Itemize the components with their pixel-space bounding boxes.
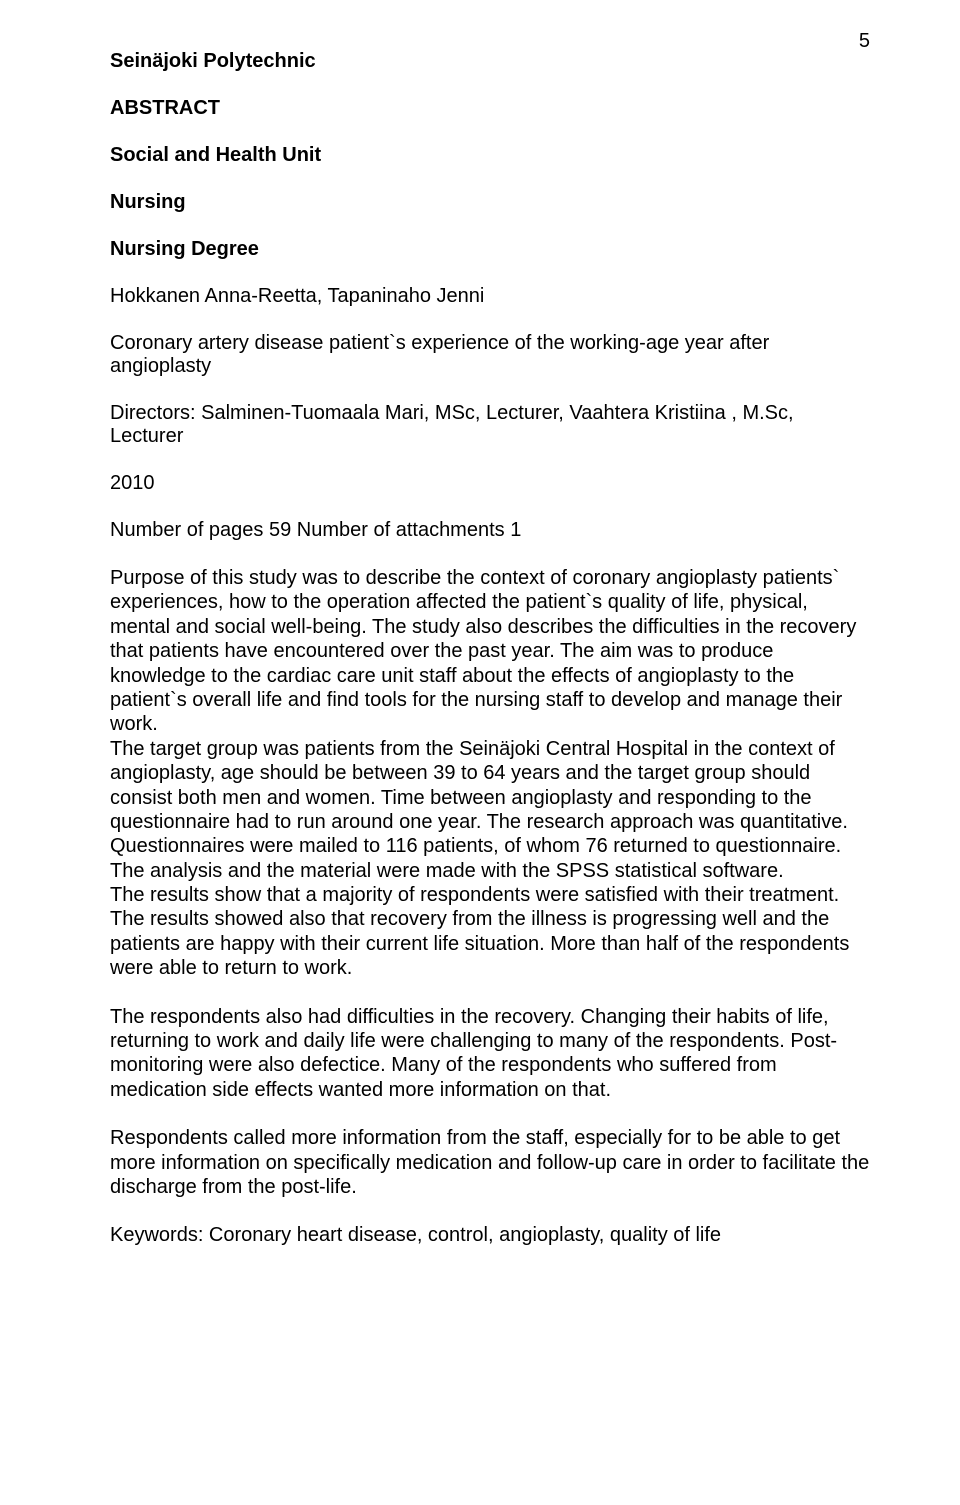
institution-name: Seinäjoki Polytechnic <box>110 50 870 73</box>
unit-name: Social and Health Unit <box>110 144 870 167</box>
year-line: 2010 <box>110 472 870 495</box>
directors-line: Directors: Salminen-Tuomaala Mari, MSc, … <box>110 402 870 448</box>
body-paragraph-1: Purpose of this study was to describe th… <box>110 566 870 737</box>
authors-line: Hokkanen Anna-Reetta, Tapaninaho Jenni <box>110 285 870 308</box>
body-paragraph-2: The target group was patients from the S… <box>110 737 870 883</box>
document-page: 5 Seinäjoki Polytechnic ABSTRACT Social … <box>0 0 960 1505</box>
body-group-1: Purpose of this study was to describe th… <box>110 566 870 981</box>
pages-info-line: Number of pages 59 Number of attachments… <box>110 519 870 542</box>
body-paragraph-5: Respondents called more information from… <box>110 1126 870 1199</box>
body-paragraph-3: The results show that a majority of resp… <box>110 883 870 981</box>
keywords-line: Keywords: Coronary heart disease, contro… <box>110 1223 870 1247</box>
degree-name: Nursing Degree <box>110 238 870 261</box>
program-name: Nursing <box>110 191 870 214</box>
page-number: 5 <box>859 30 870 53</box>
title-line: Coronary artery disease patient`s experi… <box>110 332 870 378</box>
abstract-label: ABSTRACT <box>110 97 870 120</box>
body-paragraph-4: The respondents also had difficulties in… <box>110 1005 870 1103</box>
